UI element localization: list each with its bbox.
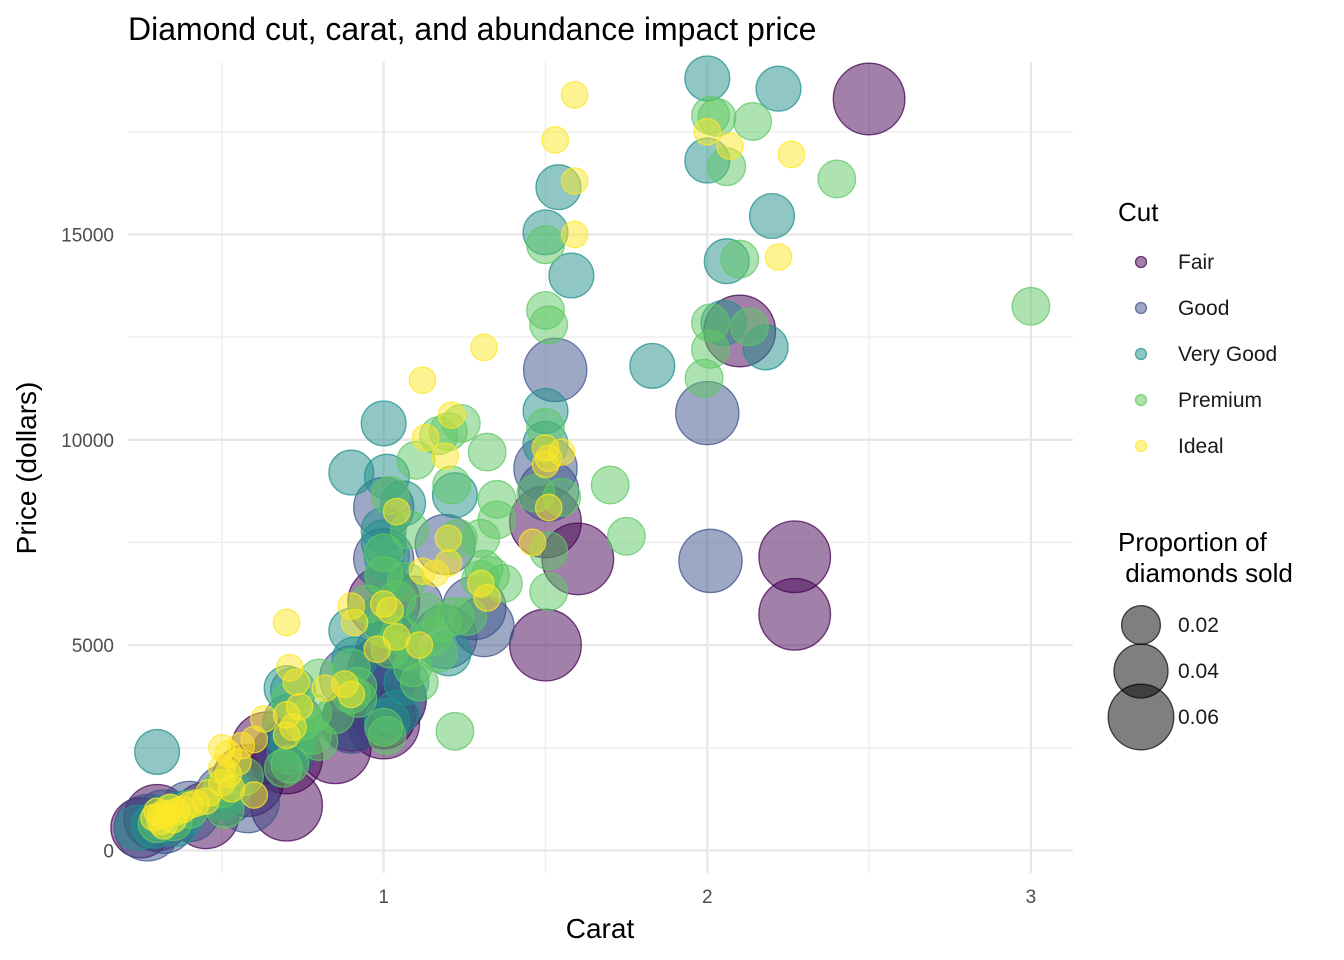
point-ideal xyxy=(272,721,301,750)
point-premium xyxy=(467,432,507,472)
point-very-good xyxy=(748,192,796,240)
point-very-good xyxy=(134,728,181,775)
point-ideal xyxy=(240,781,269,809)
point-premium xyxy=(299,722,339,762)
legend-label-ideal: Ideal xyxy=(1178,435,1224,458)
size-legend-title-line-2: diamonds sold xyxy=(1118,558,1293,588)
point-very-good xyxy=(684,55,731,102)
point-ideal xyxy=(716,132,744,161)
point-very-good xyxy=(629,342,676,389)
y-tick-label: 15000 xyxy=(61,225,114,246)
y-tick-label: 0 xyxy=(103,841,114,862)
point-very-good xyxy=(548,252,595,299)
point-ideal xyxy=(340,608,369,637)
legend-label-very-good: Very Good xyxy=(1178,343,1277,366)
cut-legend-title: Cut xyxy=(1118,197,1159,227)
point-premium xyxy=(817,159,857,199)
point-premium xyxy=(590,465,630,505)
data-points xyxy=(110,55,1051,862)
legend-key-very-good xyxy=(1134,347,1148,361)
point-premium xyxy=(729,307,769,347)
size-legend-label: 0.02 xyxy=(1178,614,1219,637)
size-legend-key xyxy=(1107,683,1175,751)
point-ideal xyxy=(560,220,589,249)
size-legend-label: 0.04 xyxy=(1178,660,1219,683)
legend-label-good: Good xyxy=(1178,297,1229,320)
size-legend-key xyxy=(1120,604,1162,646)
y-tick-label: 5000 xyxy=(72,636,114,657)
legend-key-good xyxy=(1134,301,1148,315)
x-tick-label: 3 xyxy=(1026,887,1037,908)
point-ideal xyxy=(363,635,392,664)
point-fair xyxy=(832,62,906,136)
cut-legend: Cut Fair Good Very Good Premium Ideal xyxy=(1118,197,1277,458)
point-ideal xyxy=(434,524,463,553)
point-ideal xyxy=(382,497,411,526)
point-premium xyxy=(529,572,569,612)
point-ideal xyxy=(777,140,806,169)
point-ideal xyxy=(764,243,793,271)
chart-title: Diamond cut, carat, and abundance impact… xyxy=(128,11,816,47)
point-ideal xyxy=(693,117,722,146)
point-ideal xyxy=(473,584,502,612)
y-axis-title: Price (dollars) xyxy=(11,382,42,555)
point-premium xyxy=(529,305,569,345)
point-ideal xyxy=(560,167,589,195)
point-premium xyxy=(367,715,407,755)
point-premium xyxy=(606,516,646,556)
point-very-good xyxy=(360,400,407,447)
y-tick-label: 10000 xyxy=(61,431,114,452)
point-premium xyxy=(526,225,565,265)
point-premium xyxy=(435,711,475,751)
point-ideal xyxy=(337,680,366,709)
point-ideal xyxy=(376,596,404,625)
point-premium xyxy=(432,465,472,505)
point-ideal xyxy=(272,608,301,637)
point-ideal xyxy=(437,401,466,429)
size-legend: Proportion of diamonds sold 0.02 0.04 0.06 xyxy=(1107,527,1293,751)
point-ideal xyxy=(282,668,311,696)
point-ideal xyxy=(408,366,437,395)
y-axis-ticks: 0 5000 10000 15000 xyxy=(61,225,114,862)
legend-key-premium xyxy=(1134,393,1148,407)
point-premium xyxy=(684,358,724,398)
point-premium xyxy=(1011,286,1051,326)
point-ideal xyxy=(311,674,340,703)
point-fair xyxy=(758,577,832,651)
point-fair xyxy=(509,608,582,682)
x-tick-label: 1 xyxy=(378,887,389,908)
point-ideal xyxy=(421,559,450,588)
point-ideal xyxy=(140,803,168,832)
legend-key-fair xyxy=(1134,255,1148,269)
point-ideal xyxy=(560,81,589,109)
point-ideal xyxy=(411,423,440,452)
legend-label-premium: Premium xyxy=(1178,389,1262,412)
point-premium xyxy=(399,662,439,702)
point-ideal xyxy=(534,493,563,522)
x-axis-ticks: 1 2 3 xyxy=(378,887,1036,908)
point-ideal xyxy=(405,631,434,659)
size-legend-label: 0.06 xyxy=(1178,706,1219,729)
x-axis-title: Carat xyxy=(566,913,635,944)
legend-key-ideal xyxy=(1134,439,1148,453)
size-legend-title: Proportion of diamonds sold xyxy=(1118,527,1293,588)
point-premium xyxy=(733,102,773,141)
point-ideal xyxy=(541,126,570,154)
point-premium xyxy=(263,748,303,788)
x-tick-label: 2 xyxy=(702,887,713,908)
legend-label-fair: Fair xyxy=(1178,251,1214,274)
point-very-good xyxy=(755,65,802,112)
size-legend-title-line-1: Proportion of xyxy=(1118,527,1268,557)
point-premium xyxy=(720,239,760,279)
point-ideal xyxy=(470,333,498,362)
point-ideal xyxy=(518,528,547,557)
point-ideal xyxy=(531,450,560,479)
point-ideal xyxy=(431,442,460,471)
point-good xyxy=(678,528,743,594)
